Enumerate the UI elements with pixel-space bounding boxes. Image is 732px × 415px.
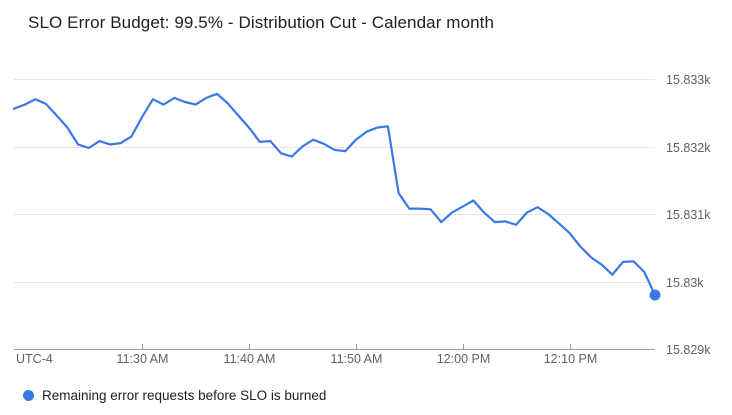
x-axis-tick-label: 11:50 AM [331, 352, 383, 366]
y-axis-tick-label: 15.83k [666, 276, 704, 290]
utc-offset-label: UTC-4 [16, 352, 53, 366]
x-axis-tick-label: 12:10 PM [544, 352, 598, 366]
series-end-dot[interactable] [649, 289, 661, 301]
legend-item[interactable]: Remaining error requests before SLO is b… [23, 388, 326, 403]
chart-title: SLO Error Budget: 99.5% - Distribution C… [28, 13, 495, 32]
x-axis-tick-label: 11:40 AM [224, 352, 276, 366]
x-axis-tick-label: 12:00 PM [437, 352, 491, 366]
x-axis-tick-label: 11:30 AM [117, 352, 169, 366]
y-axis-tick-label: 15.829k [666, 343, 711, 357]
legend-series-dot-icon [23, 390, 34, 401]
y-axis-tick-label: 15.833k [666, 73, 711, 87]
legend-series-label: Remaining error requests before SLO is b… [42, 388, 327, 403]
series-line[interactable] [12, 92, 657, 297]
y-axis-tick-label: 15.831k [666, 208, 711, 222]
y-axis-tick-label: 15.832k [666, 141, 711, 155]
